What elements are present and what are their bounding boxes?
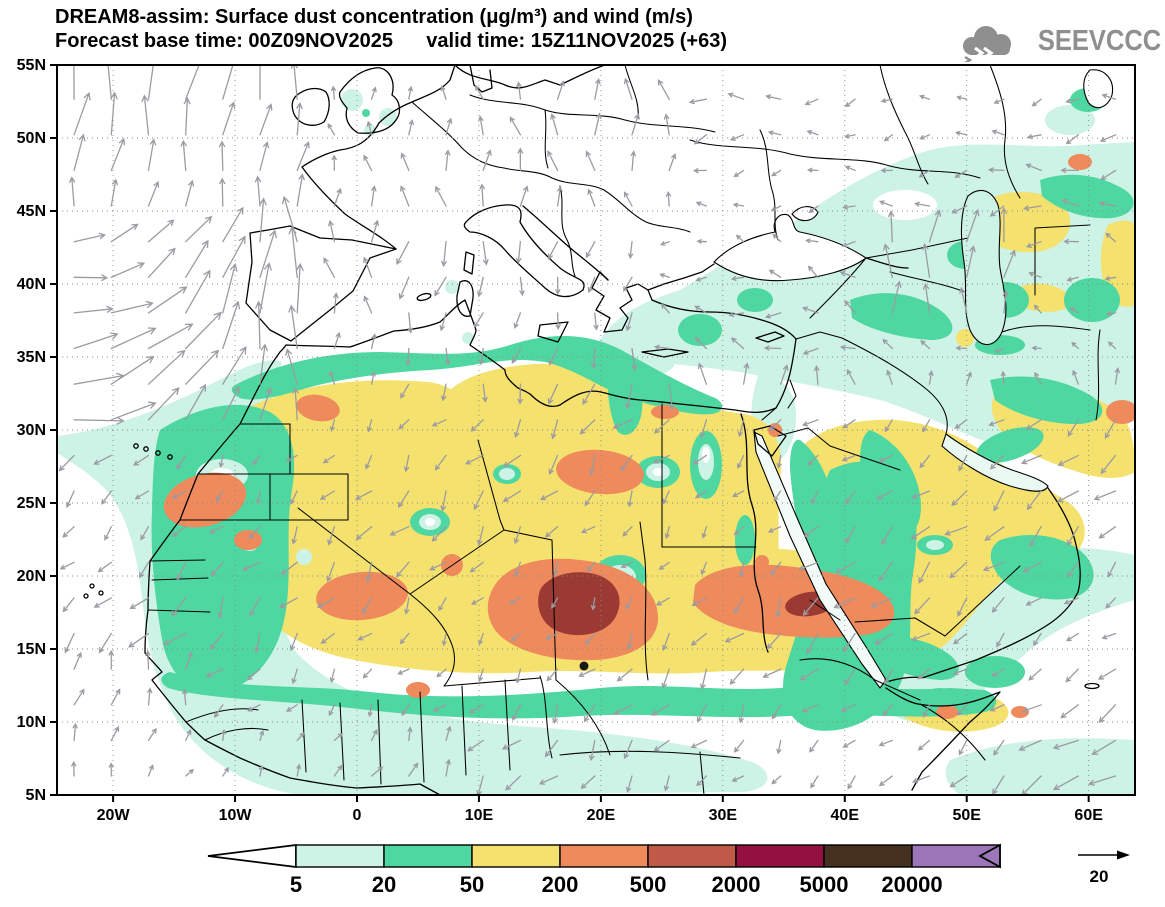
lat-tick-label: 40N [17, 276, 46, 293]
colorbar-level-label: 5000 [800, 872, 849, 897]
axes: 55N 50N 45N 40N 35N 30N 25N 20N 15N 10N 5N 20W 10W 0 1… [17, 57, 1136, 824]
wind-reference-arrow [1117, 850, 1130, 860]
colorbar-segment [735, 844, 825, 868]
lon-tick-label: 30E [709, 807, 738, 824]
colorbar-level-label: 5 [290, 872, 302, 897]
lon-tick-label: 40E [831, 807, 860, 824]
lat-tick-label: 15N [17, 641, 46, 658]
colorbar-segment [471, 844, 561, 868]
colorbar-segment [559, 844, 649, 868]
colorbar-level-label: 500 [630, 872, 667, 897]
lon-tick-label: 60E [1074, 807, 1103, 824]
lat-tick-label: 35N [17, 349, 46, 366]
colorbar-segment [383, 844, 473, 868]
chart-title: DREAM8-assim: Surface dust concentration… [55, 6, 693, 28]
colorbar: 5 20 50 200 500 2000 5000 20000 20 [207, 843, 1130, 897]
chart-subtitle: Forecast base time: 00Z09NOV2025 valid t… [55, 30, 728, 52]
colorbar-level-label: 50 [460, 872, 484, 897]
seevccc-logo: SEEVCCC [955, 20, 1161, 62]
lat-tick-label: 45N [17, 203, 46, 220]
lat-tick-label: 10N [17, 714, 46, 731]
lon-tick-label: 50E [952, 807, 981, 824]
colorbar-segment [295, 844, 385, 868]
grid-lines [57, 65, 1135, 795]
colorbar-level-label: 2000 [712, 872, 761, 897]
lon-tick-label: 0 [353, 807, 362, 824]
colorbar-level-label: 200 [542, 872, 579, 897]
lon-tick-label: 10E [465, 807, 494, 824]
lat-tick-label: 20N [17, 568, 46, 585]
lat-tick-label: 30N [17, 422, 46, 439]
colorbar-level-label: 20000 [881, 872, 942, 897]
cloud-icon [962, 26, 1011, 62]
colorbar-segment [823, 844, 913, 868]
lon-tick-label: 20E [587, 807, 616, 824]
dust-holes-low-values [196, 190, 944, 589]
wind-arrows [58, 65, 1120, 795]
lat-tick-label: 25N [17, 495, 46, 512]
colorbar-level-label: 20 [372, 872, 396, 897]
lat-tick-label: 5N [26, 787, 46, 804]
lat-tick-label: 50N [17, 130, 46, 147]
logo-text: SEEVCCC [1037, 24, 1161, 57]
lon-tick-label: 10W [219, 807, 253, 824]
colorbar-under-arrow [207, 843, 297, 869]
colorbar-segment [647, 844, 737, 868]
map-area [57, 65, 1135, 795]
wind-reference-label: 20 [1090, 867, 1109, 886]
colorbar-over-arrow [978, 843, 1001, 869]
lon-tick-label: 20W [97, 807, 131, 824]
lat-tick-label: 55N [17, 57, 46, 74]
